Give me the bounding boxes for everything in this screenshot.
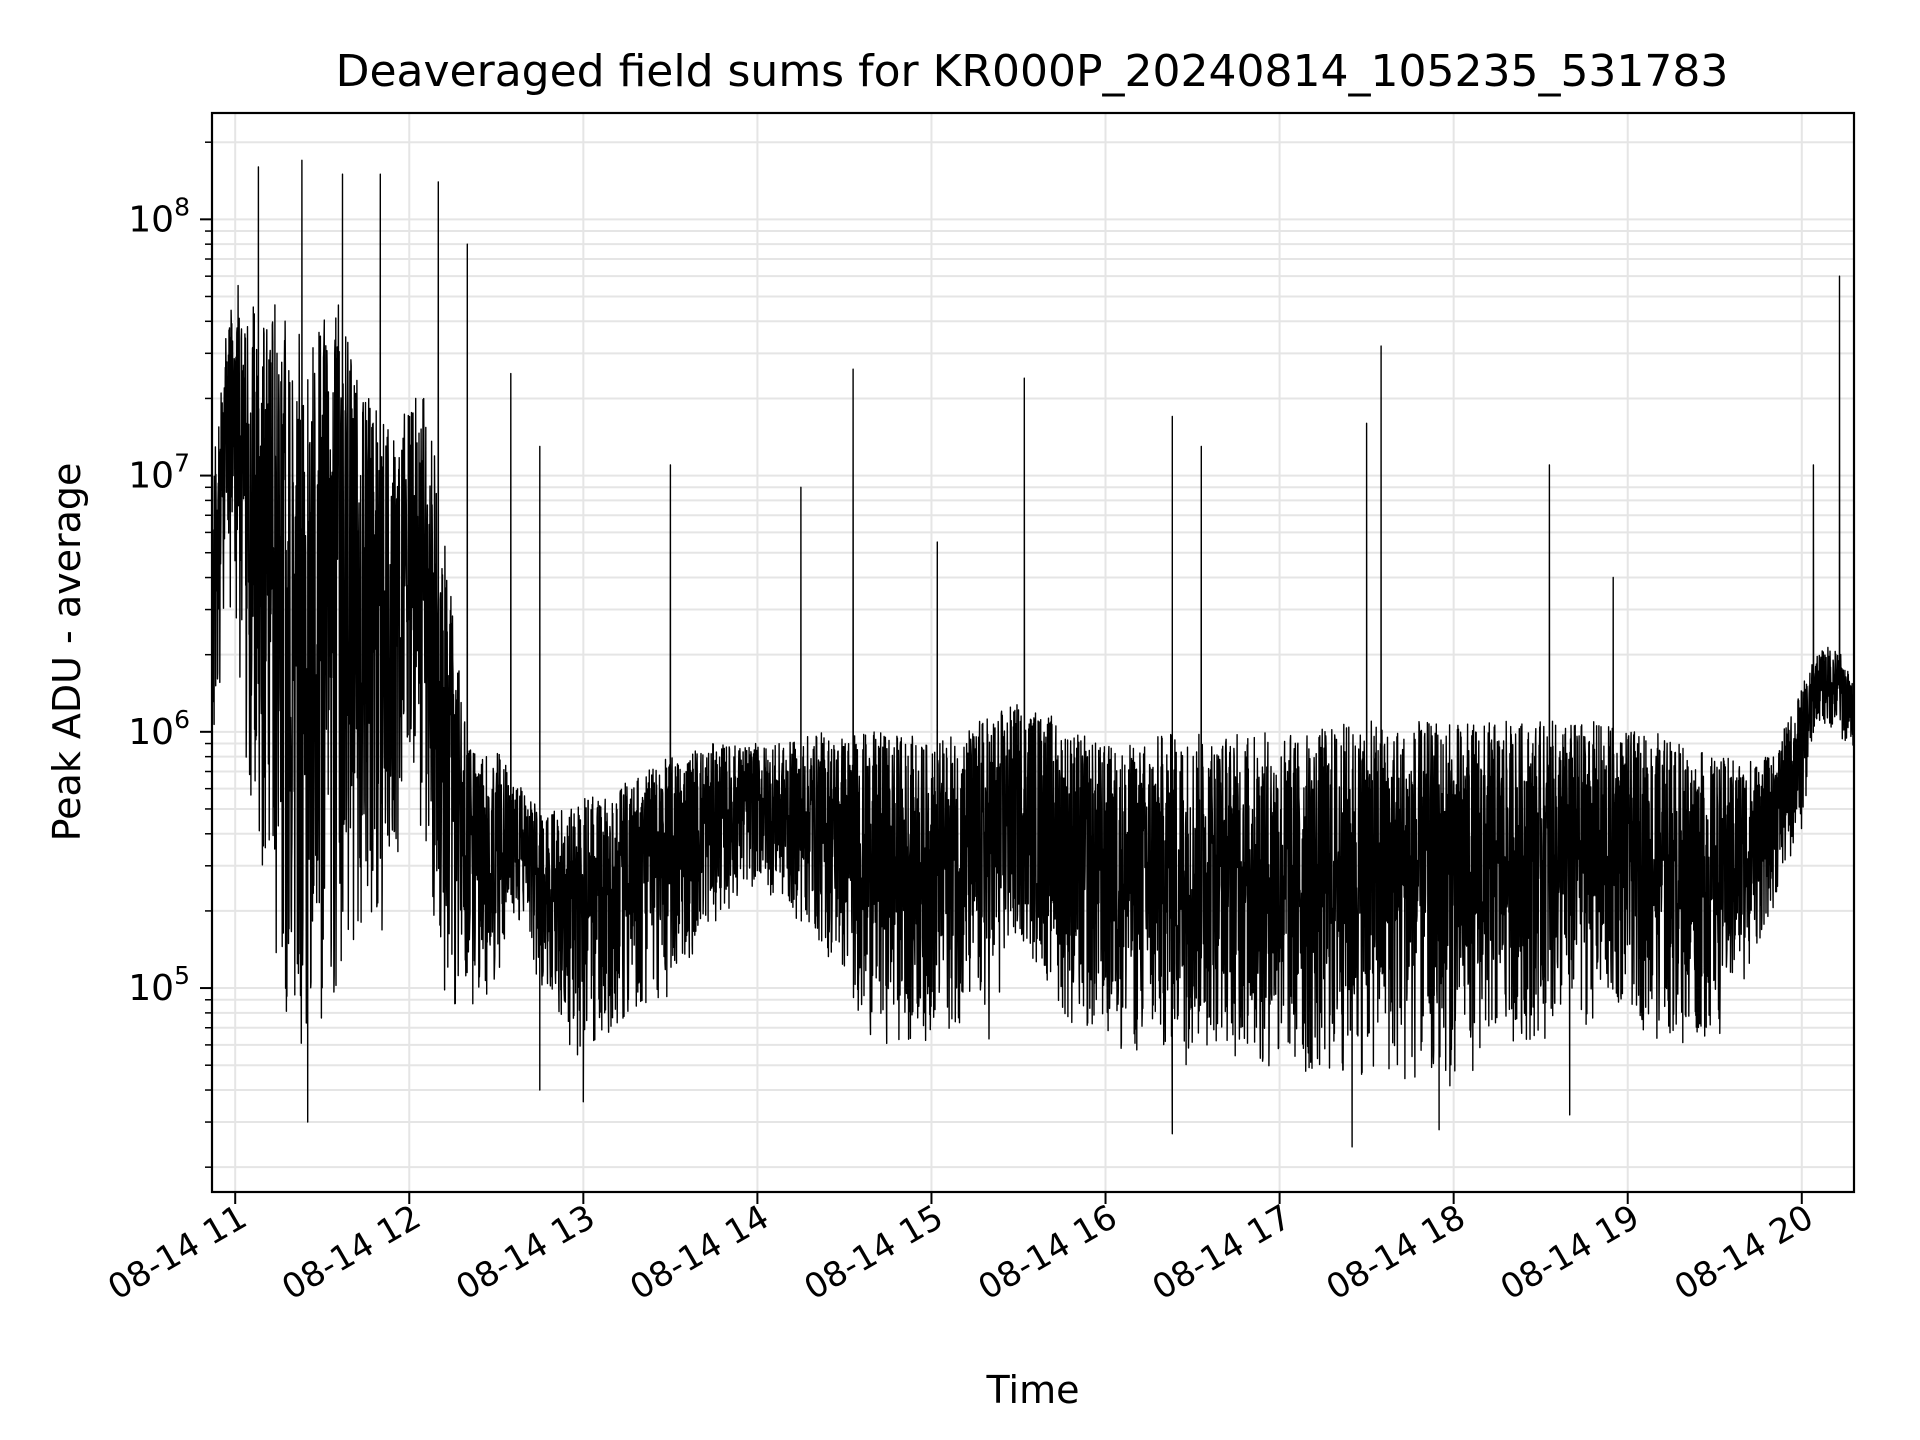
y-tick-exponent: 5 <box>174 961 190 990</box>
chart-title: Deaveraged field sums for KR000P_2024081… <box>336 46 1729 97</box>
data-series <box>212 159 1854 1148</box>
y-tick-base: 10 <box>128 968 174 1009</box>
y-tick-base: 10 <box>128 456 174 497</box>
y-tick-label: 108 <box>128 192 190 240</box>
y-tick-label: 105 <box>128 961 190 1009</box>
y-tick-label: 107 <box>128 449 190 497</box>
plot-frame <box>210 111 1856 1194</box>
y-tick-exponent: 6 <box>174 705 190 734</box>
y-tick-label: 106 <box>128 705 190 753</box>
y-tick-base: 10 <box>128 712 174 753</box>
x-axis-label: Time <box>986 1368 1080 1412</box>
y-tick-exponent: 8 <box>174 192 190 221</box>
series-line <box>212 159 1854 1148</box>
y-tick-base: 10 <box>128 199 174 240</box>
y-tick-exponent: 7 <box>174 449 190 478</box>
y-axis-label: Peak ADU - average <box>45 463 89 842</box>
